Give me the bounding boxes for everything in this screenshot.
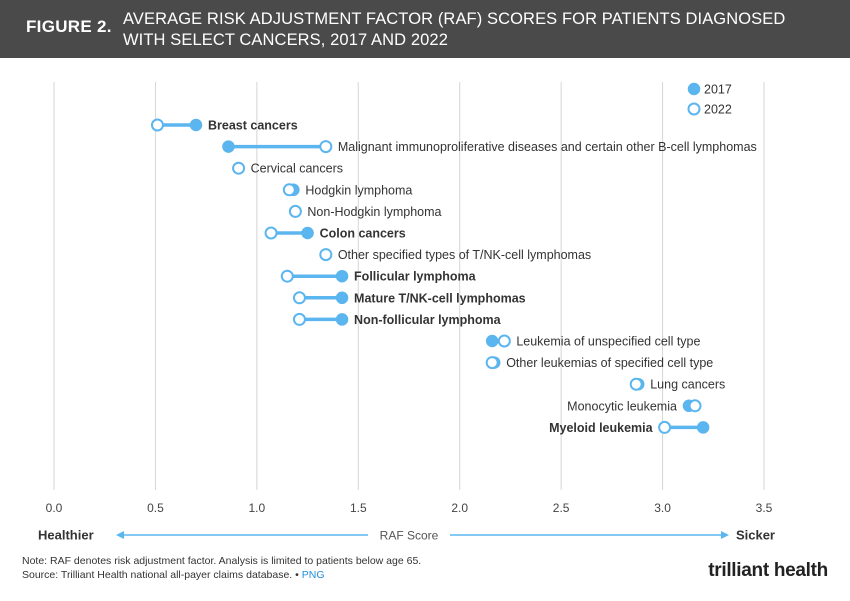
- source-line: Source: Trilliant Health national all-pa…: [22, 568, 421, 582]
- row-monocytic-leukemia: Monocytic leukemia: [567, 399, 702, 413]
- x-tick-label: 3.5: [756, 501, 773, 515]
- row-label: Breast cancers: [208, 119, 298, 133]
- row-non-follicular-lymphoma: Non-follicular lymphoma: [292, 312, 502, 327]
- x-tick-label: 3.0: [654, 501, 671, 515]
- png-link[interactable]: PNG: [301, 569, 325, 581]
- figure-title-line2: WITH SELECT CANCERS, 2017 AND 2022: [123, 31, 448, 49]
- raf-scale: Healthier Sicker RAF Score: [38, 528, 775, 543]
- x-tick-label: 0.5: [147, 501, 164, 515]
- row-mature-t-nk-cell-lymphomas: Mature T/NK-cell lymphomas: [292, 291, 526, 305]
- x-tick-label: 1.0: [249, 501, 266, 515]
- figure-label: FIGURE 2.: [26, 17, 112, 36]
- row-other-leukemias-of-specified-cell-type: Other leukemias of specified cell type: [485, 356, 713, 370]
- scale-right-label: Sicker: [736, 528, 775, 543]
- chart-rows: Breast cancers Malignant immunoproliferat…: [150, 118, 757, 435]
- x-tick-label: 1.5: [350, 501, 367, 515]
- note-text: Note: RAF denotes risk adjustment factor…: [22, 555, 422, 567]
- point-2022: [319, 248, 333, 262]
- point-2022: [282, 183, 296, 197]
- legend-label-2017: 2017: [704, 83, 732, 97]
- point-2017: [485, 334, 499, 348]
- point-2022: [319, 140, 333, 154]
- row-label: Malignant immunoproliferative diseases a…: [338, 140, 757, 154]
- row-label: Mature T/NK-cell lymphomas: [354, 291, 526, 305]
- legend-marker-2017: [687, 82, 701, 96]
- point-2022: [629, 377, 643, 391]
- left-arrow-head: [116, 531, 124, 539]
- row-malignant-immunoproliferative-diseases-and-certain-other-b-cell-lymphomas: Malignant immunoproliferative diseases a…: [222, 140, 757, 154]
- row-label: Leukemia of unspecified cell type: [516, 335, 700, 349]
- row-label: Colon cancers: [320, 227, 406, 241]
- row-label: Follicular lymphoma: [354, 270, 477, 284]
- row-label: Lung cancers: [650, 378, 725, 392]
- row-follicular-lymphoma: Follicular lymphoma: [280, 269, 477, 284]
- figure-title: AVERAGE RISK ADJUSTMENT FACTOR (RAF) SCO…: [123, 9, 833, 51]
- point-2017: [335, 291, 349, 305]
- point-2022: [497, 334, 511, 348]
- trilliant-health-logo: trilliant health: [708, 560, 828, 581]
- scale-left-label: Healthier: [38, 528, 94, 543]
- legend-label-2022: 2022: [704, 103, 732, 117]
- point-2022: [232, 161, 246, 175]
- separator-dot: •: [295, 569, 299, 581]
- point-2022: [658, 420, 672, 434]
- footnotes: Note: RAF denotes risk adjustment factor…: [22, 554, 421, 582]
- row-myeloid-leukemia: Myeloid leukemia: [549, 420, 710, 435]
- point-2017: [335, 269, 349, 283]
- row-label: Non-Hodgkin lymphoma: [307, 205, 441, 219]
- figure-title-line1: AVERAGE RISK ADJUSTMENT FACTOR (RAF) SCO…: [123, 10, 786, 28]
- row-non-hodgkin-lymphoma: Non-Hodgkin lymphoma: [288, 204, 442, 219]
- row-lung-cancers: Lung cancers: [629, 377, 725, 392]
- row-breast-cancers: Breast cancers: [150, 118, 298, 133]
- point-2022: [280, 269, 294, 283]
- point-2022: [485, 356, 499, 370]
- point-2017: [301, 226, 314, 240]
- x-tick-label: 2.0: [451, 501, 468, 515]
- x-tick-label: 2.5: [553, 501, 570, 515]
- row-label: Other leukemias of specified cell type: [506, 356, 713, 370]
- x-tick-label: 0.0: [46, 501, 63, 515]
- point-2022: [264, 226, 278, 240]
- legend-marker-2022: [687, 102, 701, 116]
- point-2017: [696, 421, 710, 434]
- point-2022: [292, 312, 306, 326]
- row-label: Myeloid leukemia: [549, 421, 654, 435]
- point-2022: [688, 399, 702, 413]
- right-arrow-head: [721, 531, 729, 539]
- row-other-specified-types-of-t-nk-cell-lymphomas: Other specified types of T/NK-cell lymph…: [319, 248, 591, 262]
- point-2017: [189, 118, 203, 132]
- point-2017: [222, 140, 235, 153]
- row-label: Cervical cancers: [251, 162, 343, 176]
- row-leukemia-of-unspecified-cell-type: Leukemia of unspecified cell type: [485, 334, 701, 349]
- figure-header: FIGURE 2. AVERAGE RISK ADJUSTMENT FACTOR…: [0, 0, 850, 58]
- point-2022: [288, 204, 302, 218]
- row-label: Non-follicular lymphoma: [354, 313, 502, 327]
- row-hodgkin-lymphoma: Hodgkin lymphoma: [282, 183, 412, 197]
- source-text: Source: Trilliant Health national all-pa…: [22, 569, 293, 581]
- legend: 2017 2022: [687, 82, 732, 117]
- dumbbell-chart: 0.0 0.5 1.0 1.5 2.0 2.5 3.0 3.5 Breast cancers M…: [38, 82, 775, 543]
- row-cervical-cancers: Cervical cancers: [232, 161, 343, 176]
- point-2022: [292, 291, 306, 305]
- row-colon-cancers: Colon cancers: [264, 226, 406, 241]
- row-label: Other specified types of T/NK-cell lymph…: [338, 248, 591, 262]
- grid-lines: [53, 82, 765, 490]
- point-2022: [150, 118, 164, 132]
- row-label: Monocytic leukemia: [567, 399, 677, 413]
- scale-middle-label: RAF Score: [380, 529, 439, 543]
- x-axis-ticks: 0.0 0.5 1.0 1.5 2.0 2.5 3.0 3.5: [46, 501, 773, 515]
- row-label: Hodgkin lymphoma: [305, 183, 412, 197]
- point-2017: [335, 313, 349, 326]
